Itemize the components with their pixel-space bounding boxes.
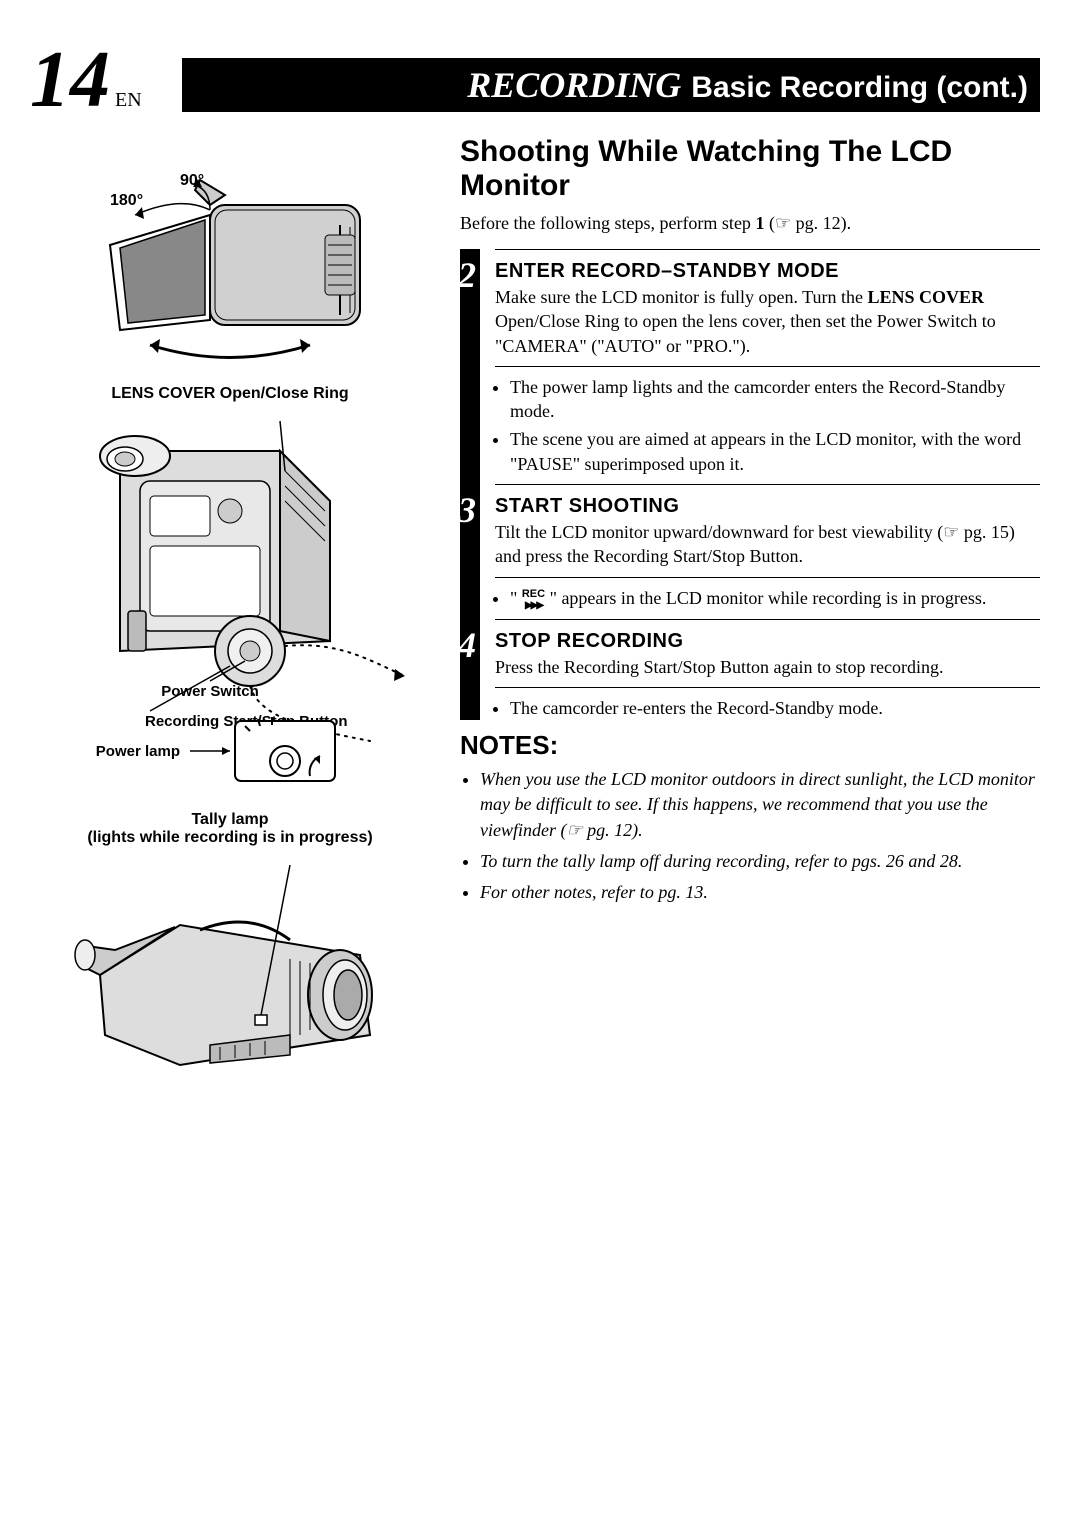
bullet: " REC▶▶▶ " appears in the LCD monitor wh… <box>510 586 1040 611</box>
step2-body-3: Open/Close Ring to open the lens cover, … <box>495 311 996 355</box>
intro-prefix: Before the following steps, perform step <box>460 213 755 233</box>
note-item: For other notes, refer to pg. 13. <box>480 880 1040 905</box>
step2-body-bold: LENS COVER <box>867 287 984 307</box>
tally-label-line1: Tally lamp <box>30 811 430 829</box>
lens-cover-label: LENS COVER Open/Close Ring <box>30 385 430 403</box>
diagram-tally <box>30 855 430 1085</box>
section-subtitle: Shooting While Watching The LCD Monitor <box>460 135 1040 203</box>
title-basic: Basic Recording (cont.) <box>691 71 1028 105</box>
angle-90-label: 90° <box>180 172 204 189</box>
notes-list: When you use the LCD monitor outdoors in… <box>460 767 1040 905</box>
camcorder-rear-svg: Power Switch Recording Start/Stop Button… <box>50 411 410 791</box>
intro-text: Before the following steps, perform step… <box>460 213 1040 234</box>
bullet: The camcorder re-enters the Record-Stand… <box>510 696 1040 720</box>
page-number-block: 14 EN <box>30 40 142 120</box>
title-bar: RECORDING Basic Recording (cont.) <box>182 58 1040 112</box>
text-column: Shooting While Watching The LCD Monitor … <box>460 135 1040 1105</box>
note-item: To turn the tally lamp off during record… <box>480 849 1040 874</box>
step-3: 3 START SHOOTING Tilt the LCD monitor up… <box>480 493 1040 569</box>
rec-bullet-prefix: " <box>510 588 522 608</box>
page-ref-icon: ☞ <box>775 213 791 233</box>
page-lang: EN <box>115 89 142 112</box>
step-4: 4 STOP RECORDING Press the Recording Sta… <box>480 628 1040 679</box>
camcorder-lcd-svg: 180° 90° <box>60 135 400 365</box>
rec-bullet-suffix: " appears in the LCD monitor while recor… <box>545 588 986 608</box>
diagram-column: 180° 90° LENS COVER Open/Close Ring <box>30 135 430 1105</box>
notes-title: NOTES: <box>460 730 1040 761</box>
step-title: STOP RECORDING <box>495 630 684 652</box>
step-4-bullets: The camcorder re-enters the Record-Stand… <box>480 696 1040 720</box>
steps-container: 2 ENTER RECORD–STANDBY MODE Make sure th… <box>460 249 1040 720</box>
bullet: The power lamp lights and the camcorder … <box>510 375 1040 424</box>
note-item: When you use the LCD monitor outdoors in… <box>480 767 1040 843</box>
intro-step-ref: 1 <box>755 213 764 233</box>
intro-pageref: pg. 12). <box>791 213 851 233</box>
step-title: ENTER RECORD–STANDBY MODE <box>495 260 839 282</box>
angle-180-label: 180° <box>110 192 143 209</box>
tally-label-line2: (lights while recording is in progress) <box>30 829 430 847</box>
rec-icon: REC▶▶▶ <box>522 589 545 611</box>
step2-body-1: Make sure the LCD monitor is fully open.… <box>495 287 867 307</box>
step3-body-1: Tilt the LCD monitor upward/downward for… <box>495 522 943 542</box>
bullet: The scene you are aimed at appears in th… <box>510 427 1040 476</box>
tally-label: Tally lamp (lights while recording is in… <box>30 811 430 847</box>
diagram-lcd-angles: 180° 90° <box>30 135 430 365</box>
camcorder-tally-svg <box>60 855 400 1085</box>
step-2-bullets: The power lamp lights and the camcorder … <box>480 375 1040 476</box>
step-number: 2 <box>458 254 476 296</box>
page-header: 14 EN RECORDING Basic Recording (cont.) <box>30 40 1040 120</box>
step4-body: Press the Recording Start/Stop Button ag… <box>495 657 943 677</box>
title-recording: RECORDING <box>467 64 681 106</box>
page-ref-icon: ☞ <box>943 522 959 542</box>
step-2: 2 ENTER RECORD–STANDBY MODE Make sure th… <box>480 258 1040 358</box>
page-number: 14 <box>30 40 110 120</box>
step-number: 4 <box>458 624 476 666</box>
step-title: START SHOOTING <box>495 495 679 517</box>
diagram-rear-controls: Power Switch Recording Start/Stop Button… <box>30 411 430 791</box>
power-switch-text: Power Switch <box>161 683 259 700</box>
step-number: 3 <box>458 489 476 531</box>
power-lamp-text: Power lamp <box>96 743 180 760</box>
step-3-bullets: " REC▶▶▶ " appears in the LCD monitor wh… <box>480 586 1040 611</box>
